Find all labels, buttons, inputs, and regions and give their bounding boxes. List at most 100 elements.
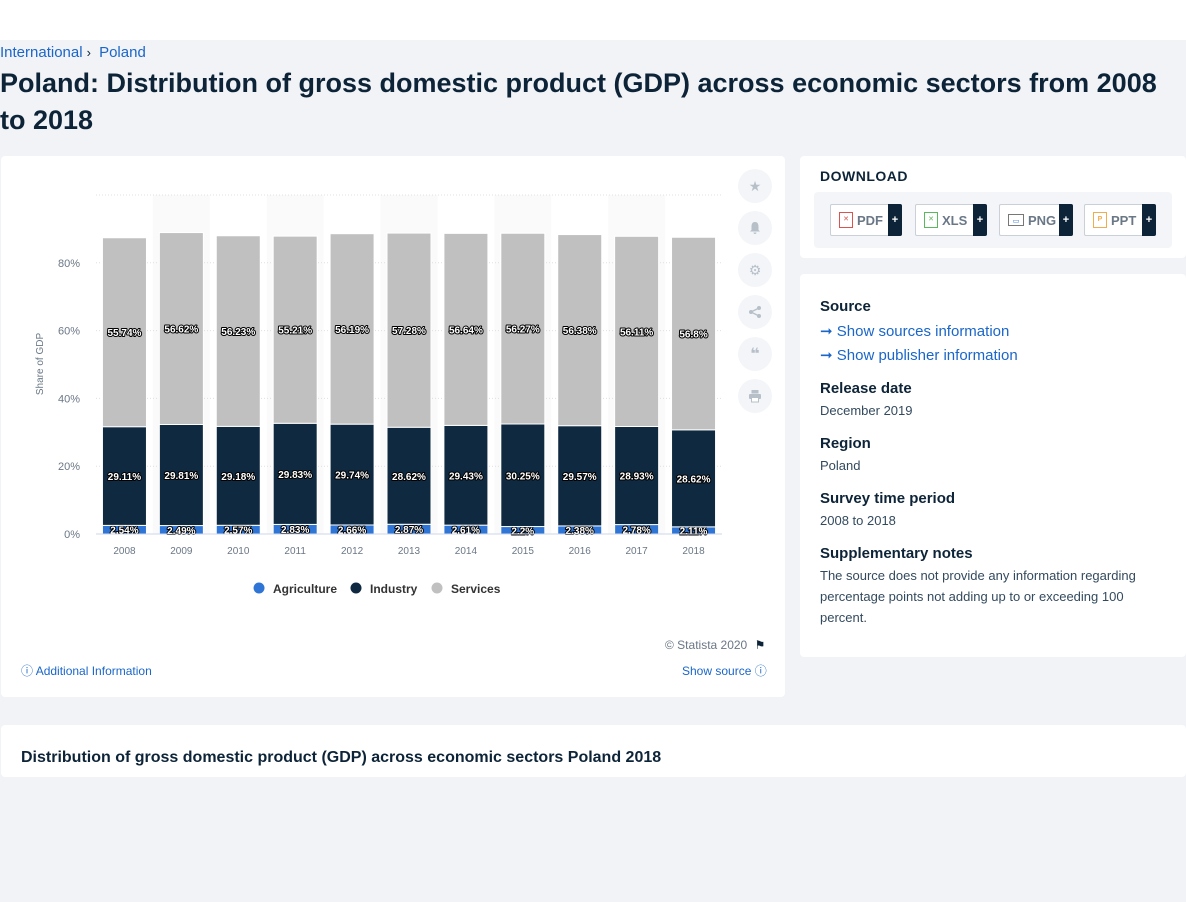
legend-label-agriculture: Agriculture <box>273 582 337 596</box>
png-file-icon: ▭ <box>1008 214 1024 226</box>
region-value: Poland <box>820 458 861 473</box>
data-label: 56.64% <box>449 325 483 336</box>
y-tick-label: 60% <box>58 326 80 338</box>
data-label: 2.2% <box>511 526 534 537</box>
data-label: 29.74% <box>335 471 369 482</box>
survey-period-value: 2008 to 2018 <box>820 513 896 528</box>
bar-industry <box>386 426 432 525</box>
release-date-heading: Release date <box>820 380 912 397</box>
chart-card: 0% 20% 40% 60% 80% Share of GDP 2.54% 29.11% 55.… <box>1 156 785 697</box>
data-label: 2.49% <box>167 526 195 537</box>
data-label: 55.21% <box>278 326 312 337</box>
data-label: 2.61% <box>452 526 480 537</box>
top-bar <box>0 0 1186 40</box>
breadcrumb-item-international[interactable]: International <box>0 44 83 61</box>
download-card: DOWNLOAD ✕ PDF + ✕ XLS + ▭ PNG + P PPT + <box>800 156 1186 258</box>
data-label: 56.38% <box>563 326 597 337</box>
share-icon[interactable] <box>738 295 772 329</box>
data-label: 56.62% <box>164 325 198 336</box>
release-date-value: December 2019 <box>820 403 913 418</box>
legend-label-services: Services <box>451 582 501 596</box>
show-source-link[interactable]: Show source ⓘ <box>682 662 767 679</box>
chart-svg: 0% 20% 40% 60% 80% Share of GDP 2.54% 29.11% 55.… <box>35 194 722 596</box>
x-tick-label: 2015 <box>512 546 535 557</box>
download-png-button[interactable]: ▭ PNG + <box>999 204 1073 236</box>
png-plus-icon[interactable]: + <box>1059 204 1073 236</box>
pdf-label: PDF <box>857 212 883 228</box>
star-icon[interactable]: ★ <box>738 169 772 203</box>
x-tick-label: 2014 <box>455 546 478 557</box>
data-label: 28.62% <box>392 472 426 483</box>
download-pdf-button[interactable]: ✕ PDF + <box>830 204 902 236</box>
bar-industry <box>158 424 204 527</box>
breadcrumb-item-poland[interactable]: Poland <box>99 44 146 61</box>
ppt-file-icon: P <box>1093 212 1107 228</box>
y-tick-label: 80% <box>58 258 80 270</box>
bar-industry <box>329 423 375 526</box>
legend-marker-agriculture <box>253 582 265 594</box>
bar-services <box>557 234 603 427</box>
data-label: 57.28% <box>392 326 426 337</box>
breadcrumb-separator-icon: › <box>86 45 91 60</box>
data-label: 56.8% <box>679 330 707 341</box>
download-ppt-button[interactable]: P PPT + <box>1084 204 1156 236</box>
legend-label-industry: Industry <box>370 582 418 596</box>
x-tick-label: 2011 <box>284 546 306 557</box>
supplementary-notes-heading: Supplementary notes <box>820 545 973 562</box>
legend-marker-industry <box>350 582 362 594</box>
png-label: PNG <box>1028 212 1057 228</box>
data-label: 2.38% <box>566 526 594 537</box>
x-tick-label: 2010 <box>227 546 250 557</box>
source-heading: Source <box>820 298 871 315</box>
bar-industry <box>443 424 489 526</box>
pdf-plus-icon[interactable]: + <box>888 204 902 236</box>
x-tick-label: 2012 <box>341 546 364 557</box>
bar-services <box>386 232 432 428</box>
data-label: 28.62% <box>677 474 711 485</box>
copyright: © Statista 2020 ⚑ <box>665 638 765 652</box>
download-xls-button[interactable]: ✕ XLS + <box>915 204 987 236</box>
show-source-label: Show source <box>682 664 752 678</box>
print-icon[interactable] <box>738 379 772 413</box>
quote-icon[interactable]: ❝ <box>738 337 772 371</box>
ppt-label: PPT <box>1111 212 1137 228</box>
additional-information-link[interactable]: ⓘ Additional Information <box>21 662 152 679</box>
gear-icon[interactable]: ⚙ <box>738 253 772 287</box>
bar-services <box>500 232 546 425</box>
related-statistic-title[interactable]: Distribution of gross domestic product (… <box>21 749 662 766</box>
bar-industry <box>671 429 717 528</box>
data-label: 2.78% <box>622 525 650 536</box>
bar-services <box>671 236 717 431</box>
additional-information-label: Additional Information <box>35 664 152 678</box>
x-tick-label: 2009 <box>170 546 193 557</box>
statistic-info-card: Source ➞ Show sources information ➞ Show… <box>800 274 1186 657</box>
x-tick-label: 2016 <box>569 546 592 557</box>
data-label: 29.18% <box>221 472 255 483</box>
xls-plus-icon[interactable]: + <box>973 204 987 236</box>
data-label: 29.43% <box>449 471 483 482</box>
data-label: 29.57% <box>563 472 597 483</box>
data-label: 30.25% <box>506 471 540 482</box>
flag-icon[interactable]: ⚑ <box>754 638 766 652</box>
bar-industry <box>614 426 660 526</box>
chart-actions: ★ ⚙ ❝ <box>738 169 774 421</box>
xls-file-icon: ✕ <box>924 212 938 228</box>
bar-industry <box>272 422 318 525</box>
download-title: DOWNLOAD <box>820 168 908 184</box>
xls-label: XLS <box>942 212 968 228</box>
bar-services <box>272 235 318 424</box>
bell-icon[interactable] <box>738 211 772 245</box>
show-publisher-label: Show publisher information <box>836 347 1018 364</box>
y-axis-label: Share of GDP <box>35 333 46 396</box>
ppt-plus-icon[interactable]: + <box>1142 204 1156 236</box>
data-label: 2.66% <box>338 525 366 536</box>
x-tick-label: 2008 <box>113 546 136 557</box>
show-sources-link[interactable]: ➞ Show sources information <box>820 322 1009 340</box>
data-label: 2.57% <box>224 526 252 537</box>
data-label: 2.54% <box>110 526 138 537</box>
download-buttons: ✕ PDF + ✕ XLS + ▭ PNG + P PPT + <box>814 192 1172 248</box>
copyright-text: © Statista 2020 <box>665 638 748 652</box>
bar-services <box>101 237 147 428</box>
bar-industry <box>500 423 546 528</box>
show-publisher-link[interactable]: ➞ Show publisher information <box>820 346 1018 364</box>
